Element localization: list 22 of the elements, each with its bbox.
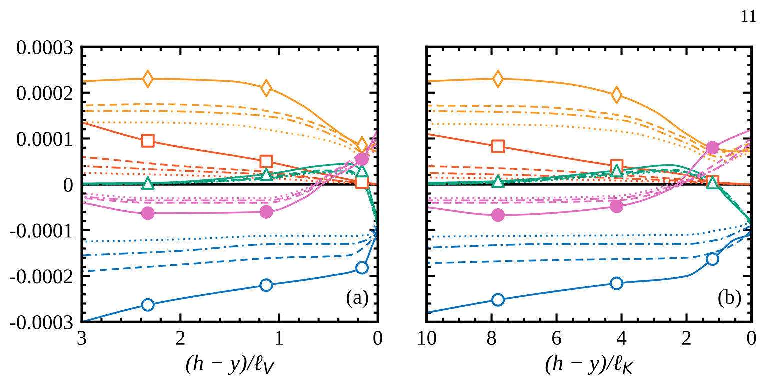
x-tick-label: 10 — [418, 331, 436, 346]
x-tick-label: 4 — [616, 331, 627, 345]
y-tick-label: 0.0001 — [17, 132, 72, 146]
x-tick-label: 3 — [78, 331, 86, 346]
annotation: (b) — [718, 289, 742, 308]
x-tick-label: 6 — [552, 331, 562, 346]
annotation: (a) — [346, 289, 368, 308]
y-tick-label: 0 — [64, 178, 73, 192]
y-tick-label: 0.0003 — [17, 40, 73, 55]
y-tick-label: -0.0001 — [10, 224, 72, 238]
y-tick-label: -0.0003 — [10, 315, 73, 330]
y-tick-label: -0.0002 — [10, 270, 72, 284]
x-tick-label: 1 — [276, 331, 284, 345]
x-tick-label: 2 — [682, 331, 691, 345]
x-tick-label: 0 — [374, 331, 382, 346]
x-tick-label: 0 — [747, 331, 756, 346]
x-axis-title: (h − y)/ℓ$_{K}$ — [546, 354, 634, 376]
x-axis-title: (h − y)/ℓ$_{V}$ — [186, 354, 275, 376]
x-tick-label: 8 — [487, 331, 496, 346]
text: 11 — [742, 10, 756, 22]
x-tick-label: 2 — [176, 331, 185, 345]
y-tick-label: 0.0002 — [17, 86, 72, 100]
